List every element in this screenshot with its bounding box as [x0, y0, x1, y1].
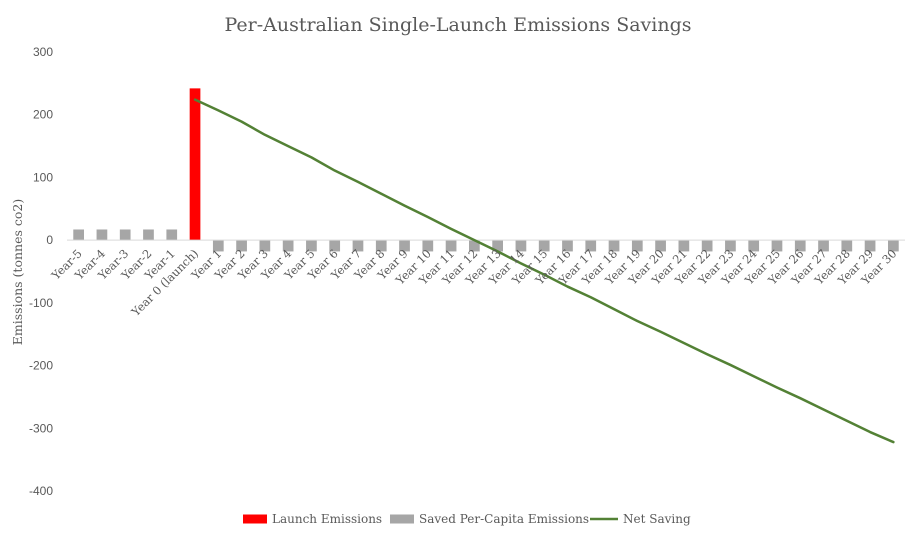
- y-tick-label: 200: [33, 108, 53, 122]
- bar-saved-per-capita: [306, 240, 317, 252]
- bar-saved-per-capita: [562, 240, 573, 252]
- bar-saved-per-capita: [725, 240, 736, 252]
- bar-saved-per-capita: [678, 240, 690, 252]
- legend: Launch Emissions Saved Per-Capita Emissio…: [243, 512, 691, 526]
- bar-saved-per-capita: [608, 240, 620, 252]
- bar-saved-per-capita: [585, 240, 597, 252]
- bar-saved-per-capita: [469, 240, 480, 252]
- bar-saved-per-capita: [399, 240, 410, 252]
- y-tick-label: -400: [29, 484, 53, 498]
- bar-saved-per-capita: [841, 240, 853, 252]
- bar-saved-per-capita: [282, 240, 294, 252]
- legend-entry: Saved Per-Capita Emissions: [419, 512, 589, 526]
- chart-title: Per-Australian Single-Launch Emissions S…: [224, 14, 691, 36]
- bar-saved-per-capita: [259, 240, 271, 252]
- legend-swatch: [390, 514, 414, 524]
- net-saving-line: [193, 98, 895, 444]
- y-tick-label: 0: [46, 233, 53, 247]
- net-saving-line-group: [193, 98, 895, 444]
- bar-saved-per-capita: [236, 240, 247, 252]
- bar-saved-per-capita: [888, 240, 899, 252]
- y-tick-label: 300: [33, 45, 53, 59]
- bar-saved-per-capita: [422, 240, 434, 252]
- bar-saved-per-capita: [352, 240, 364, 252]
- bar-saved-per-capita: [655, 240, 666, 252]
- bar-saved-per-capita: [771, 240, 783, 252]
- y-tick-label: -200: [29, 359, 53, 373]
- legend-entry: Launch Emissions: [272, 512, 382, 526]
- bar-saved-per-capita: [166, 229, 178, 241]
- bar-saved-per-capita: [631, 240, 643, 252]
- legend-swatch: [243, 514, 267, 524]
- bar-saved-per-capita: [143, 229, 154, 241]
- y-tick-label: 100: [33, 170, 53, 184]
- bar-saved-per-capita: [818, 240, 829, 252]
- bar-saved-per-capita: [329, 240, 341, 252]
- bar-saved-per-capita: [748, 240, 760, 252]
- y-tick-label: -100: [29, 296, 53, 310]
- bar-saved-per-capita: [538, 240, 550, 252]
- bar-saved-per-capita: [119, 229, 131, 241]
- bar-saved-per-capita: [212, 240, 224, 252]
- legend-entry: Net Saving: [623, 512, 691, 526]
- bar-saved-per-capita: [375, 240, 387, 252]
- bar-saved-per-capita: [96, 229, 108, 241]
- bar-saved-per-capita: [73, 229, 84, 241]
- y-tick-label: -300: [29, 421, 53, 435]
- bar-saved-per-capita: [445, 240, 457, 252]
- y-axis-ticks: 300 200 100 0 -100 -200 -300 -400: [29, 45, 53, 498]
- bar-saved-per-capita: [492, 240, 503, 252]
- bars: [73, 88, 899, 252]
- bar-saved-per-capita: [515, 240, 527, 252]
- bar-saved-per-capita: [701, 240, 713, 252]
- bar-launch-emissions: [189, 88, 201, 241]
- bar-saved-per-capita: [794, 240, 806, 252]
- bar-saved-per-capita: [864, 240, 876, 252]
- y-axis-label: Emissions (tonnes co2): [10, 199, 25, 345]
